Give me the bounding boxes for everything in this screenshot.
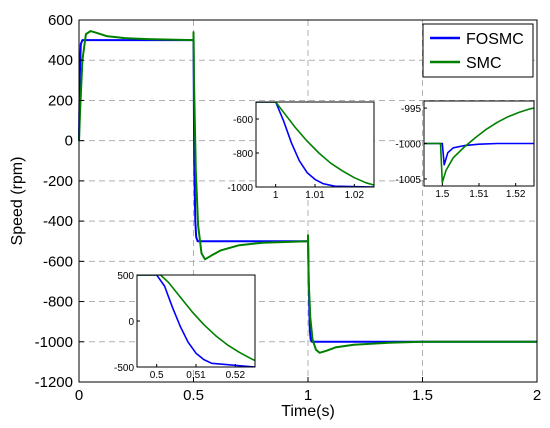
x-tick-label: 1 — [304, 387, 312, 404]
inset-y-tick-label: 500 — [117, 271, 134, 282]
inset-series-line-fosmc — [137, 275, 255, 367]
x-tick-label: 0.5 — [183, 387, 204, 404]
inset-background — [256, 102, 374, 187]
y-tick-label: 200 — [48, 92, 73, 109]
inset-y-tick-label: -1000 — [395, 140, 421, 151]
legend: FOSMC SMC — [422, 23, 534, 78]
inset-y-tick-label: -995 — [401, 104, 421, 115]
main-series-group — [78, 30, 537, 354]
y-tick-label: -1200 — [35, 374, 73, 391]
y-tick-label: -200 — [43, 173, 73, 190]
inset-series-line-smc — [256, 102, 374, 186]
inset-x-tick-label: 0.51 — [186, 370, 206, 381]
inset-series-group — [256, 102, 374, 187]
inset-y-tick-label: -500 — [114, 363, 134, 374]
series-line-smc — [78, 30, 537, 354]
series-line-fosmc — [78, 35, 537, 343]
inset-x-tick-label: 1 — [273, 190, 279, 201]
inset-x-tick-label: 1.51 — [469, 189, 489, 200]
inset-x-tick-label: 1.02 — [345, 190, 365, 201]
legend-box — [422, 23, 534, 78]
inset-x-tick-label: 1.5 — [435, 189, 449, 200]
inset-plot-1: 0.5 0.51 0.52 500 0 -500 — [114, 271, 256, 381]
inset-series-line-fosmc — [424, 142, 534, 166]
inset-y-tick-label: -600 — [233, 115, 253, 126]
y-tick-label: -800 — [43, 294, 73, 311]
inset-plot-3: 1.5 1.51 1.52 -995 -1000 -1005 — [395, 100, 535, 200]
inset-x-tick-label: 0.5 — [150, 370, 164, 381]
inset-background — [137, 275, 255, 367]
inset-series-line-fosmc — [256, 102, 374, 187]
inset-series-line-smc — [424, 107, 534, 184]
axis-ticks: 0 0.5 1 1.5 26004002000-200-400-600-800-1000… — [35, 12, 542, 404]
inset-x-tick-label: 0.52 — [226, 370, 246, 381]
x-tick-label: 0 — [75, 387, 83, 404]
inset-x-tick-label: 1.01 — [305, 190, 325, 201]
x-tick-label: 2 — [533, 387, 541, 404]
inset-x-tick-label: 1.52 — [506, 189, 526, 200]
x-axis-label: Time(s) — [281, 403, 335, 420]
y-axis-label: Speed (rpm) — [9, 157, 26, 246]
inset-plot-2: 1 1.01 1.02 -600 -800 -1000 — [227, 101, 375, 201]
y-tick-label: -400 — [43, 213, 73, 230]
y-tick-label: 0 — [65, 133, 73, 150]
inset-group: 0.5 0.51 0.52 500 0 -500 1 1.01 1.02 -600 -800 -100… — [114, 100, 535, 381]
legend-label-smc: SMC — [466, 55, 502, 72]
x-tick-label: 1.5 — [412, 387, 433, 404]
inset-y-tick-label: -1005 — [395, 175, 421, 186]
y-tick-label: 400 — [48, 52, 73, 69]
inset-y-tick-label: -800 — [233, 149, 253, 160]
inset-series-group — [137, 275, 255, 367]
inset-series-line-smc — [137, 275, 255, 362]
inset-y-tick-label: -1000 — [227, 183, 253, 194]
y-tick-label: -600 — [43, 253, 73, 270]
inset-series-group — [424, 107, 534, 184]
y-tick-label: -1000 — [35, 334, 73, 351]
inset-y-tick-label: 0 — [128, 317, 134, 328]
legend-label-fosmc: FOSMC — [466, 31, 524, 48]
y-tick-label: 600 — [48, 12, 73, 29]
